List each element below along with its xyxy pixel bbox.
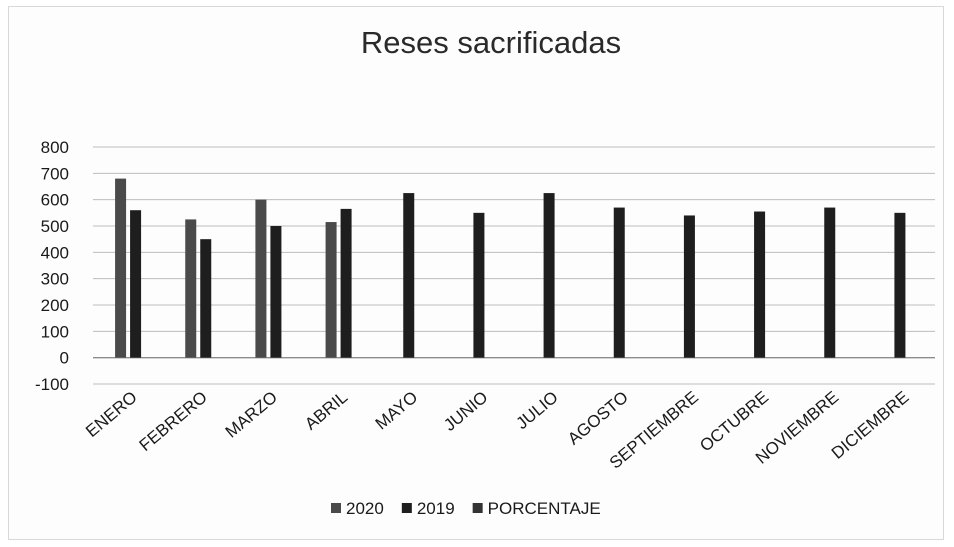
bar-2019-noviembre [824, 207, 836, 358]
legend: 2020 2019 PORCENTAJE [331, 499, 601, 518]
x-tick-label: JUNIO [440, 388, 491, 435]
bar-2019-abril [340, 208, 352, 358]
bar-2019-agosto [613, 207, 625, 358]
bar-2019-mayo [403, 193, 415, 358]
bar-2019-enero [130, 210, 142, 358]
y-tick-label: 600 [41, 191, 69, 210]
bar-2019-julio [543, 193, 555, 358]
x-tick-label: JULIO [513, 388, 562, 434]
y-tick-label: 400 [41, 243, 69, 262]
y-tick-label: 800 [41, 138, 69, 157]
bar-2020-febrero [185, 219, 197, 358]
bar-2020-enero [115, 178, 127, 358]
bar-2019-febrero [200, 239, 212, 358]
bar-chart: Reses sacrificadas -100 0 100 200 300 400 500 6… [35, 25, 935, 518]
chart-frame: Reses sacrificadas -100 0 100 200 300 400 500 6… [8, 6, 944, 540]
bar-2019-septiembre [683, 215, 695, 358]
legend-swatch-0 [331, 503, 341, 513]
bar-2019-octubre [754, 211, 766, 358]
x-tick-label: AGOSTO [564, 388, 632, 449]
bar-2019-marzo [270, 226, 282, 358]
y-tick-label: -100 [35, 375, 69, 394]
y-tick-label: 100 [41, 322, 69, 341]
gridlines [93, 146, 935, 385]
bar-2020-marzo [255, 199, 267, 358]
x-tick-label: MARZO [222, 388, 281, 442]
legend-label-1: 2019 [417, 499, 455, 518]
x-tick-label: ENERO [82, 388, 141, 441]
legend-label-0: 2020 [346, 499, 384, 518]
x-tick-label: DICIEMBRE [828, 388, 913, 463]
y-tick-label: 0 [60, 349, 69, 368]
x-tick-label: ABRIL [301, 388, 351, 434]
legend-label-2: PORCENTAJE [488, 499, 601, 518]
bars [115, 178, 906, 358]
bar-2019-diciembre [894, 212, 906, 358]
bar-2019-junio [473, 212, 485, 358]
x-tick-label: MAYO [372, 388, 422, 434]
chart-title: Reses sacrificadas [361, 25, 621, 60]
bar-2020-abril [325, 222, 337, 358]
y-tick-label: 700 [41, 164, 69, 183]
legend-swatch-2 [472, 503, 483, 513]
y-axis-ticks: -100 0 100 200 300 400 500 600 700 800 [35, 138, 69, 394]
legend-swatch-1 [401, 503, 412, 513]
y-tick-label: 300 [41, 270, 69, 289]
x-tick-label: FEBRERO [136, 388, 211, 455]
y-tick-label: 200 [41, 296, 69, 315]
y-tick-label: 500 [41, 217, 69, 236]
